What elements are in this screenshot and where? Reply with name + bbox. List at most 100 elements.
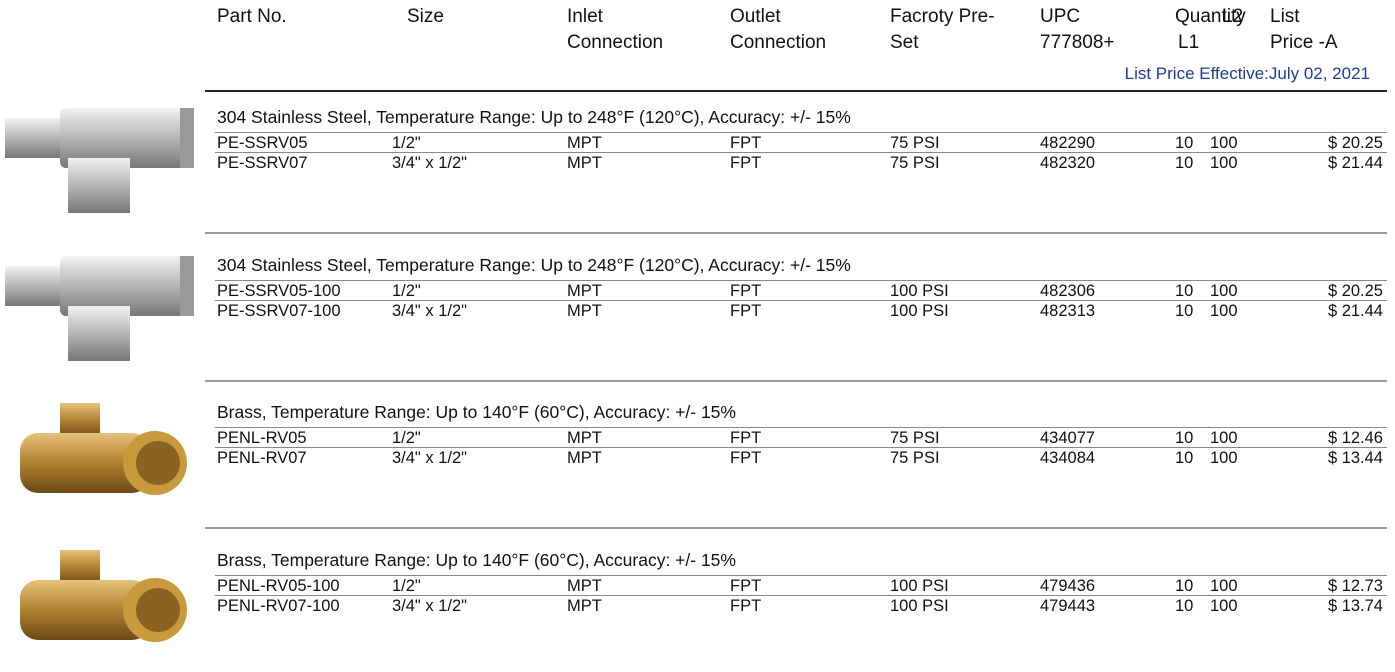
group-description: 304 Stainless Steel, Temperature Range: … [217,104,851,130]
cell: 10 [1175,133,1193,153]
cell: MPT [567,576,602,596]
product-image [0,98,200,218]
cell: 75 PSI [890,153,940,173]
cell: FPT [730,576,761,596]
group-description: 304 Stainless Steel, Temperature Range: … [217,252,851,278]
cell: FPT [730,133,761,153]
cell: 100 PSI [890,281,949,301]
cell: 100 PSI [890,576,949,596]
cell: $ 13.74 [1328,596,1383,616]
cell: FPT [730,448,761,468]
cell: $ 12.46 [1328,428,1383,448]
column-header: L1 [1178,30,1199,56]
cell: PE-SSRV07-100 [217,301,341,321]
cell: PENL-RV05 [217,428,307,448]
cell: PENL-RV07-100 [217,596,340,616]
cell: FPT [730,428,761,448]
cell: 3/4" x 1/2" [392,153,467,173]
cell: 479443 [1040,596,1095,616]
cell: 482290 [1040,133,1095,153]
cell: MPT [567,596,602,616]
cell: 482306 [1040,281,1095,301]
cell: 100 PSI [890,596,949,616]
cell: PE-SSRV07 [217,153,308,173]
cell: 3/4" x 1/2" [392,301,467,321]
cell: 1/2" [392,576,421,596]
column-header: UPC [1040,4,1080,30]
column-header: Price -A [1270,30,1338,56]
cell: $ 20.25 [1328,133,1383,153]
cell: 482320 [1040,153,1095,173]
cell: 10 [1175,596,1193,616]
product-image [0,398,200,508]
column-header: Set [890,30,919,56]
column-header: Part No. [217,4,287,30]
cell: 10 [1175,301,1193,321]
column-header: Connection [567,30,663,56]
column-header: Outlet [730,4,781,30]
cell: FPT [730,153,761,173]
cell: PE-SSRV05-100 [217,281,341,301]
column-header: Connection [730,30,826,56]
group-rule [205,380,1387,382]
cell: 10 [1175,576,1193,596]
product-image [0,545,200,655]
cell: 100 [1210,133,1238,153]
cell: 100 [1210,596,1238,616]
column-header: Facroty Pre- [890,4,995,30]
cell: 100 [1210,153,1238,173]
cell: PENL-RV07 [217,448,307,468]
cell: 100 [1210,576,1238,596]
cell: PENL-RV05-100 [217,576,340,596]
cell: 434077 [1040,428,1095,448]
price-sheet: List Price Effective:July 02, 2021 Part … [0,0,1395,672]
header-rule [205,90,1387,92]
cell: $ 21.44 [1328,301,1383,321]
cell: $ 20.25 [1328,281,1383,301]
cell: 482313 [1040,301,1095,321]
cell: 100 [1210,281,1238,301]
column-header: Inlet [567,4,603,30]
cell: PE-SSRV05 [217,133,308,153]
cell: 434084 [1040,448,1095,468]
cell: MPT [567,301,602,321]
cell: $ 12.73 [1328,576,1383,596]
cell: 100 PSI [890,301,949,321]
cell: 1/2" [392,428,421,448]
cell: 3/4" x 1/2" [392,596,467,616]
column-header: 777808+ [1040,30,1115,56]
column-header: L2 [1222,4,1243,30]
cell: 75 PSI [890,448,940,468]
cell: 75 PSI [890,133,940,153]
group-rule [205,527,1387,529]
cell: 479436 [1040,576,1095,596]
cell: MPT [567,281,602,301]
cell: 100 [1210,301,1238,321]
column-header: List [1270,4,1300,30]
cell: MPT [567,428,602,448]
cell: $ 21.44 [1328,153,1383,173]
cell: 1/2" [392,133,421,153]
group-description: Brass, Temperature Range: Up to 140°F (6… [217,547,736,573]
cell: 75 PSI [890,428,940,448]
cell: 1/2" [392,281,421,301]
cell: 3/4" x 1/2" [392,448,467,468]
cell: FPT [730,596,761,616]
cell: FPT [730,281,761,301]
effective-date: List Price Effective:July 02, 2021 [1125,64,1370,84]
cell: 100 [1210,448,1238,468]
cell: MPT [567,133,602,153]
cell: 10 [1175,428,1193,448]
cell: MPT [567,448,602,468]
cell: 10 [1175,281,1193,301]
cell: FPT [730,301,761,321]
group-rule [205,232,1387,234]
cell: 10 [1175,448,1193,468]
column-header: Size [407,4,444,30]
cell: $ 13.44 [1328,448,1383,468]
cell: MPT [567,153,602,173]
cell: 100 [1210,428,1238,448]
cell: 10 [1175,153,1193,173]
product-image [0,246,200,366]
group-description: Brass, Temperature Range: Up to 140°F (6… [217,399,736,425]
